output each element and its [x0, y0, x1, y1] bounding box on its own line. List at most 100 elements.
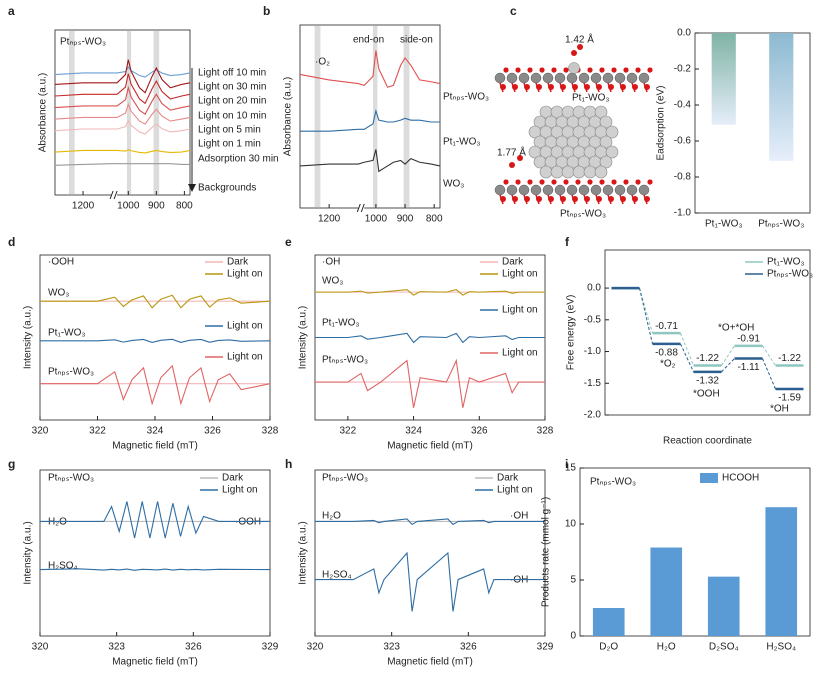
atom-o [551, 67, 557, 73]
x-tick-label: Pt₁-WO₃ [705, 219, 742, 230]
energy-connector [721, 345, 735, 366]
bond [499, 194, 504, 205]
spectrum-line [54, 163, 190, 166]
atom-w [506, 184, 518, 196]
bond [643, 194, 648, 205]
spectrum-line [315, 551, 545, 612]
legend-label: Light on [502, 305, 538, 316]
spectrum-line [54, 149, 191, 154]
bond [559, 194, 564, 205]
atom-o [527, 179, 533, 185]
atom-o [577, 44, 583, 50]
step-label: *OH [770, 404, 789, 415]
bond [511, 194, 516, 205]
annotation: H₂SO₄ [322, 570, 352, 581]
x-tick-label: 326 [185, 642, 202, 653]
bond [619, 194, 624, 205]
legend-label: Light on 20 min [198, 96, 266, 107]
atom-o [509, 162, 515, 168]
structure-label: Pt₁-WO₃ [572, 93, 609, 104]
structure-label: 1.77 Å [497, 146, 526, 159]
spectrum-line [299, 50, 441, 88]
legend-label: Light on 30 min [198, 82, 266, 93]
atom-w [554, 72, 566, 84]
atom-o [647, 67, 653, 73]
bond [535, 82, 540, 93]
plot-frame [39, 469, 271, 637]
y-tick-label: 5 [570, 575, 576, 586]
x-axis-label: Magnetic field (mT) [112, 441, 198, 452]
atom-w [638, 184, 650, 196]
x-tick-label: 322 [340, 426, 357, 437]
x-tick-label: 329 [537, 642, 554, 653]
atom-o [571, 50, 577, 56]
annotation: Pt₁-WO₃ [48, 328, 85, 339]
y-tick-label: 0.0 [587, 283, 601, 294]
atom-o [563, 67, 569, 73]
step-label: *OOH [693, 389, 720, 400]
atom-pt [594, 165, 608, 179]
atom-w [494, 184, 506, 196]
atom-w [602, 184, 614, 196]
axis-break [111, 192, 118, 198]
annotation: H₂SO₄ [48, 561, 78, 572]
spectrum-line [315, 358, 545, 408]
spectrum-line [54, 102, 191, 125]
annotation: Ptₙₚₛ-WO₃ [48, 473, 94, 484]
atom-o [587, 179, 593, 185]
atom-o [503, 179, 509, 185]
structure-label: Ptₙₚₛ-WO₃ [560, 209, 606, 220]
bond [499, 82, 504, 93]
bar [769, 33, 794, 161]
y-axis-label: Intensity (a.u.) [23, 306, 34, 369]
x-tick-label: 322 [89, 426, 106, 437]
atom-o [515, 179, 521, 185]
bar [707, 576, 740, 636]
x-tick-label: 1200 [318, 214, 341, 225]
atom-pt [594, 105, 608, 119]
panel-letter: d [8, 235, 15, 249]
bond [631, 82, 636, 93]
bond [571, 82, 576, 93]
x-tick-label: 900 [397, 214, 414, 225]
x-tick-label: 323 [108, 642, 125, 653]
atom-o [527, 67, 533, 73]
y-tick-label: -0.6 [674, 136, 692, 147]
atom-o [623, 67, 629, 73]
y-axis-label: Free energy (eV) [566, 295, 577, 371]
legend-label: Light on [227, 321, 263, 332]
y-tick-label: -1.0 [674, 208, 692, 219]
energy-connector [721, 358, 735, 373]
x-tick-label: 326 [471, 426, 488, 437]
highlight-band [153, 31, 160, 194]
bond [523, 82, 528, 93]
bond [535, 194, 540, 205]
annotation: ·OH [510, 511, 528, 522]
atom-o [517, 155, 523, 161]
atom-pt [599, 155, 613, 169]
x-tick-label: 326 [204, 426, 221, 437]
axis-break-mark [356, 203, 361, 213]
plot-frame [604, 249, 811, 416]
atom-pt [572, 165, 586, 179]
y-axis-label: Intensity (a.u.) [23, 521, 34, 584]
y-tick-label: 10 [565, 519, 577, 530]
legend-label: Light off 10 min [198, 68, 266, 79]
x-tick-label: 324 [405, 426, 422, 437]
atom-w [578, 72, 590, 84]
annotation: Ptₙₚₛ-WO₃ [60, 37, 106, 48]
atom-pt [583, 165, 597, 179]
atom-w [494, 72, 506, 84]
axis-break [358, 205, 365, 211]
plot-frame [54, 29, 191, 196]
atom-w [566, 72, 578, 84]
atom-pt [605, 145, 619, 159]
y-tick-label: 15 [565, 463, 577, 474]
spectrum-line [315, 332, 545, 344]
atom-o [551, 179, 557, 185]
x-tick-label: 320 [32, 426, 49, 437]
atom-w [518, 184, 530, 196]
x-tick-label: Ptₙₚₛ-WO₃ [758, 219, 804, 230]
